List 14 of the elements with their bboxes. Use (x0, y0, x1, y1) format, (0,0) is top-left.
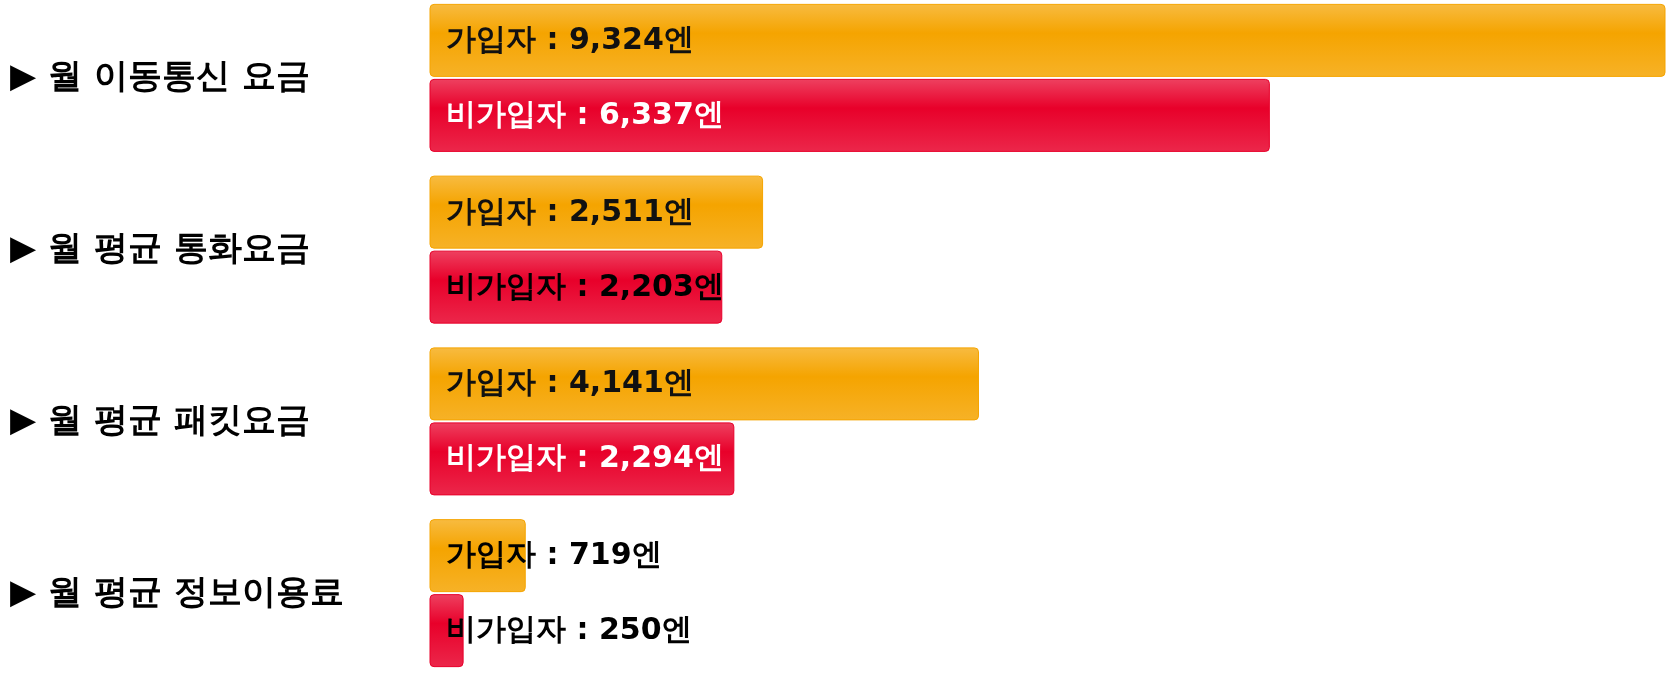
data-label: 가입자 : 4,141엔 (446, 364, 694, 400)
data-label: 비가입자 : 6,337엔 (446, 95, 724, 131)
y-tick-label: ▶ 월 이동통신 요금 (10, 55, 310, 96)
data-label: 가입자 : 9,324엔 (446, 20, 694, 56)
bar (429, 78, 1270, 152)
data-label: 비가입자 : 2,203엔 (446, 267, 724, 303)
bar (429, 175, 764, 249)
bar (429, 3, 1666, 77)
y-tick-label: ▶ 월 평균 패킷요금 (10, 398, 310, 439)
data-label: 비가입자 : 2,294엔 (446, 439, 724, 475)
bar (429, 347, 979, 421)
y-tick-label: ▶ 월 평균 통화요금 (10, 227, 310, 268)
data-label: 가입자 : 2,511엔 (446, 192, 694, 228)
y-tick-label: ▶ 월 평균 정보이용료 (10, 570, 344, 611)
